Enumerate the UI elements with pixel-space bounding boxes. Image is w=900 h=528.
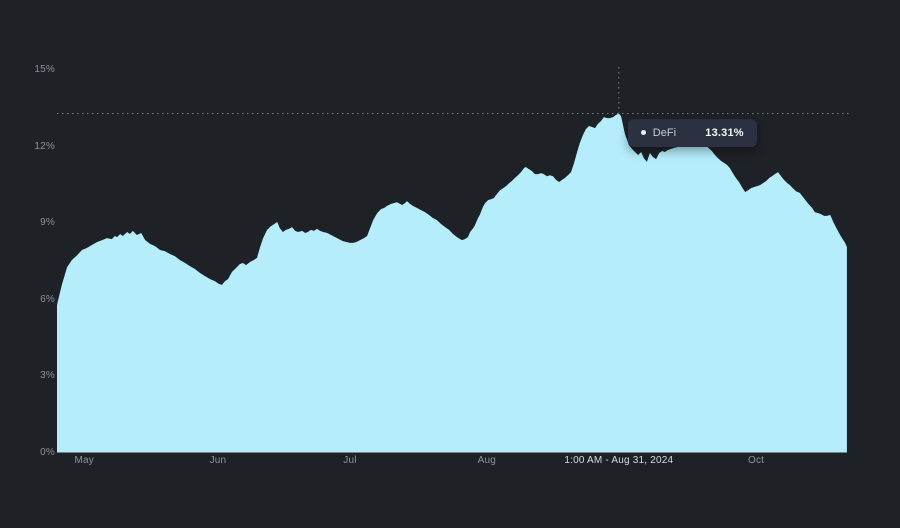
y-tick-0: 0%: [40, 446, 55, 458]
x-tick-oct: Oct: [747, 455, 765, 466]
x-tick-may: May: [74, 455, 94, 466]
series-dot-icon: [640, 130, 646, 136]
x-tick-crosshair-date: 1:00 AM - Aug 31, 2024: [564, 455, 674, 466]
area-series-defi[interactable]: [57, 113, 847, 453]
y-tick-9: 9%: [40, 217, 55, 229]
x-tick-jul: Jul: [343, 455, 357, 466]
tooltip: DeFi 13.31%: [627, 118, 757, 147]
x-tick-aug: Aug: [477, 455, 496, 466]
tooltip-value: 13.31%: [705, 126, 744, 139]
y-tick-15: 15%: [34, 64, 55, 76]
x-tick-jun: Jun: [209, 455, 227, 466]
tooltip-series-label: DeFi: [652, 126, 677, 139]
y-tick-6: 6%: [40, 293, 55, 305]
tooltip-series: DeFi: [640, 126, 677, 139]
y-tick-3: 3%: [40, 370, 55, 382]
y-tick-12: 12%: [34, 140, 55, 152]
